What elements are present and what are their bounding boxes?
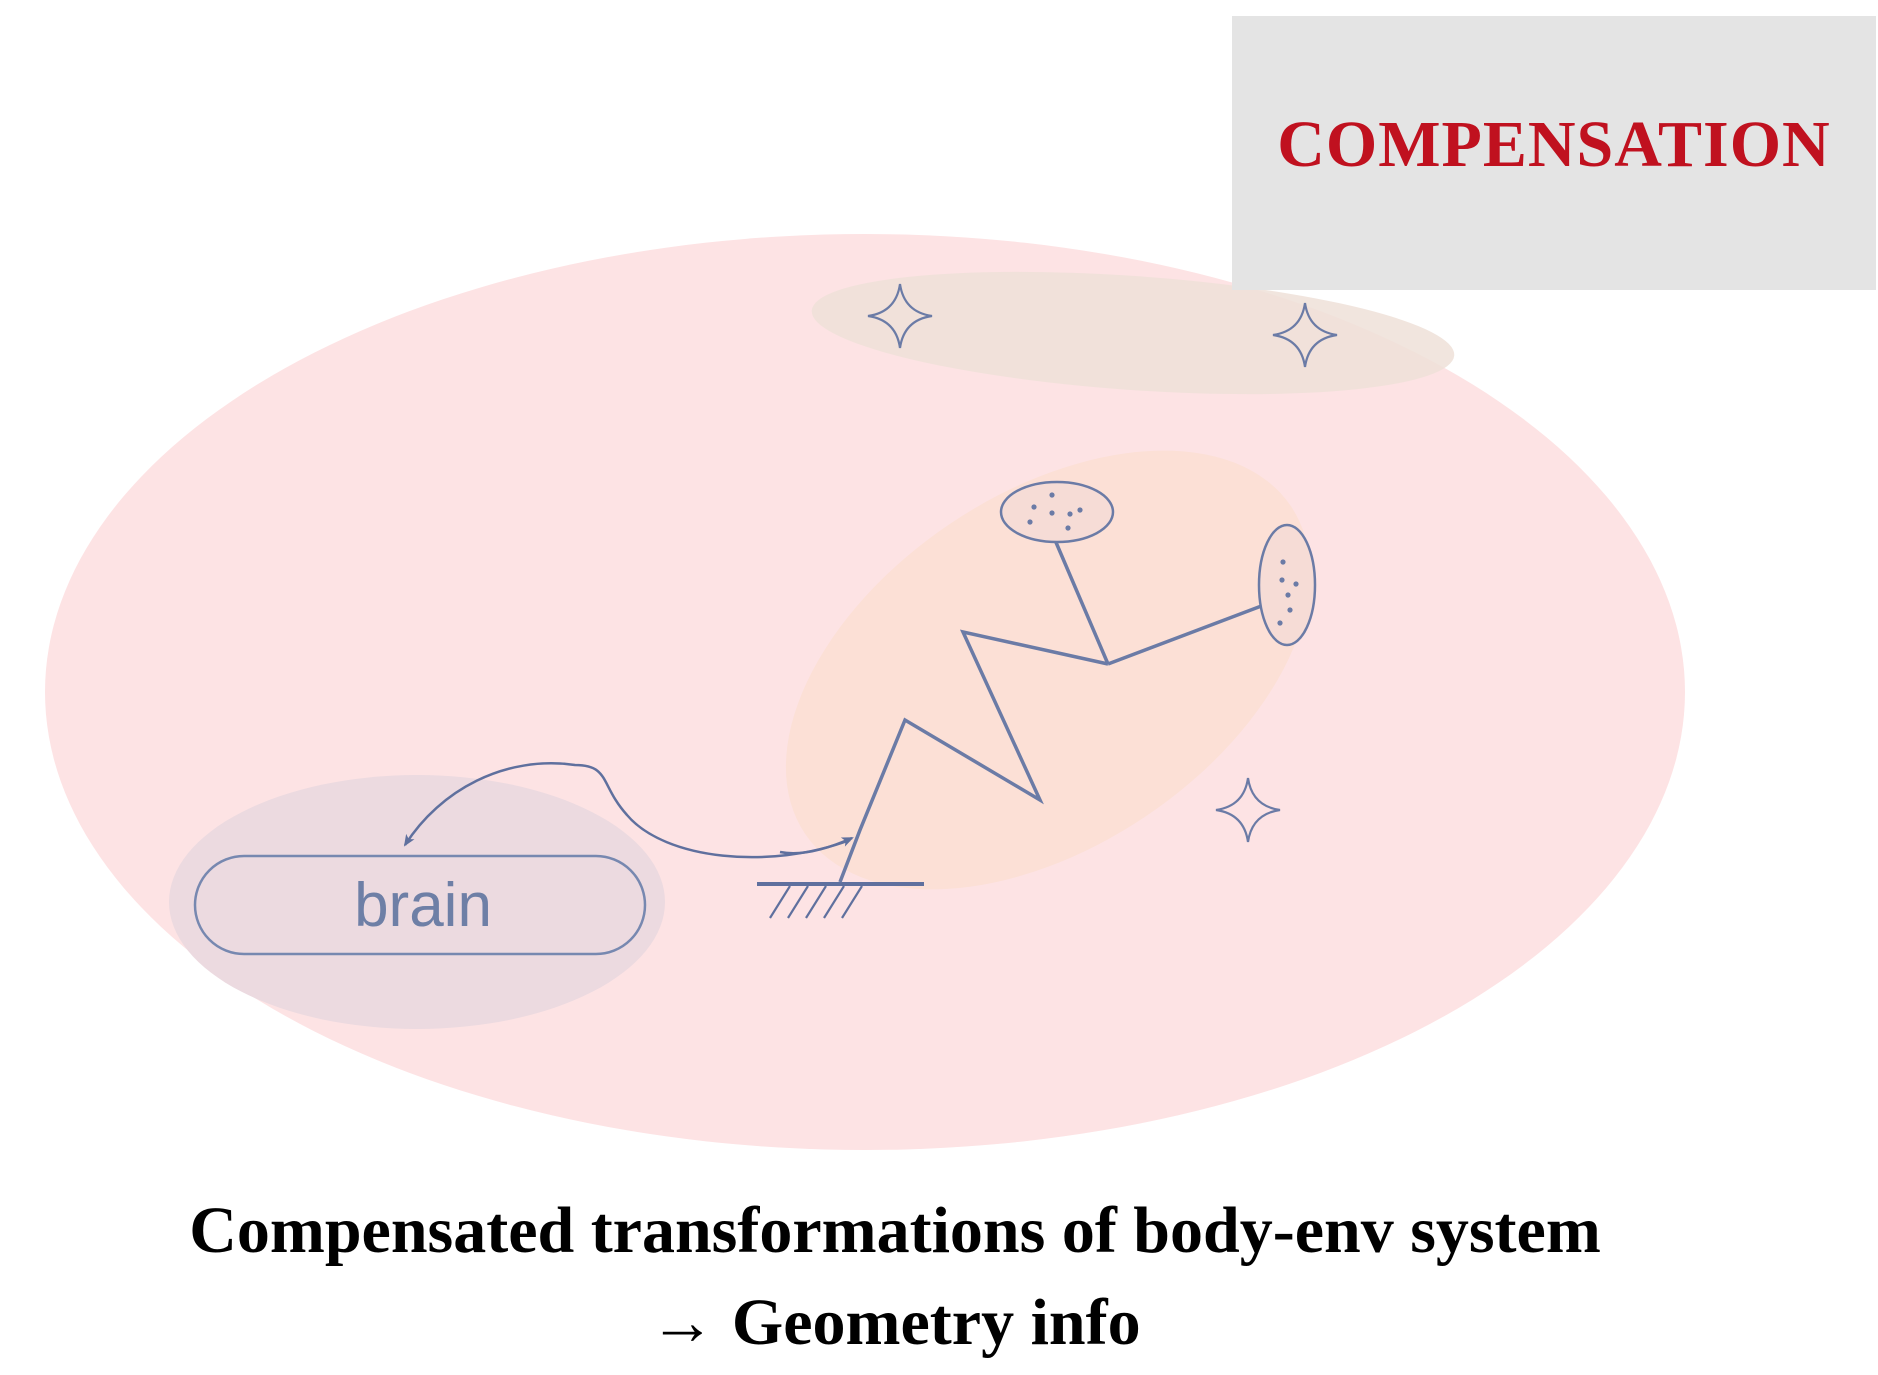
brain-label: brain xyxy=(354,871,492,940)
right-sensor xyxy=(1257,523,1317,647)
compensation-label-box: COMPENSATION xyxy=(1232,16,1876,290)
brain-region xyxy=(169,775,665,1029)
link-to-top-sensor xyxy=(1053,539,1110,665)
caption: Compensated transformations of body-env … xyxy=(0,1185,1790,1369)
body-region xyxy=(785,450,1311,890)
top-sensor xyxy=(999,480,1115,544)
brain-capsule xyxy=(193,854,647,956)
caption-line-2: → Geometry info xyxy=(649,1286,1141,1359)
link-to-right-sensor xyxy=(1107,603,1265,666)
arm-linkage xyxy=(838,629,1109,883)
caption-line-1: Compensated transformations of body-env … xyxy=(189,1194,1601,1267)
actuation-arrow xyxy=(779,836,854,855)
compensation-label: COMPENSATION xyxy=(1277,108,1831,181)
feedback-arrow xyxy=(403,762,851,859)
ground-hatching xyxy=(769,885,863,919)
stars-region xyxy=(811,271,1455,395)
